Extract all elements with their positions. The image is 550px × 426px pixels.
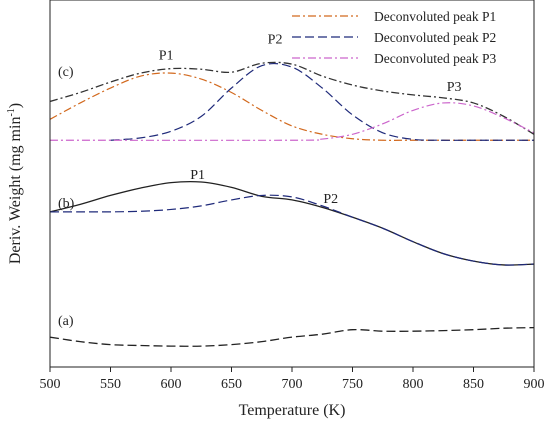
peak-label: P1: [159, 49, 174, 64]
legend-label: Deconvoluted peak P3: [374, 51, 496, 66]
peak-label: P3: [447, 80, 462, 95]
x-tick-label-900: 900: [524, 377, 545, 392]
legend: Deconvoluted peak P1 Deconvoluted peak P2…: [292, 9, 496, 66]
series-layer: [50, 61, 534, 347]
y-axis-title: Deriv. Weight (mg min-1): [6, 103, 24, 264]
x-tick-label-600: 600: [161, 377, 182, 392]
x-tick-label-750: 750: [342, 377, 363, 392]
series-line-c-p1: [50, 72, 534, 141]
x-tick-label-550: 550: [100, 377, 121, 392]
x-tick-label-800: 800: [403, 377, 424, 392]
panel-label: (b): [58, 196, 75, 211]
peak-label: P2: [268, 32, 283, 47]
series-line-a-total: [50, 326, 534, 347]
series-line-b-total: [50, 180, 534, 266]
legend-label: Deconvoluted peak P2: [374, 30, 496, 45]
x-axis-title: Temperature (K): [239, 402, 346, 419]
axes: 500 550 600 650 700 750 800 850 900 Temperature (…: [6, 0, 545, 419]
x-tick-label-650: 650: [221, 377, 242, 392]
series-line-b-p2: [50, 194, 534, 266]
series-line-c-total: [50, 61, 534, 135]
x-tick-label-500: 500: [40, 377, 61, 392]
x-tick-label-850: 850: [463, 377, 484, 392]
peak-label: P2: [323, 192, 338, 207]
series-line-c-p3: [50, 102, 534, 141]
annotations: (c) (b) (a) P1 P2 P3 P1 P2: [58, 32, 462, 329]
series-line-c-p2: [110, 62, 534, 141]
panel-label: (a): [58, 314, 74, 329]
peak-label: P1: [190, 168, 205, 183]
legend-label: Deconvoluted peak P1: [374, 9, 496, 24]
x-tick-label-700: 700: [282, 377, 303, 392]
panel-label: (c): [58, 65, 74, 80]
